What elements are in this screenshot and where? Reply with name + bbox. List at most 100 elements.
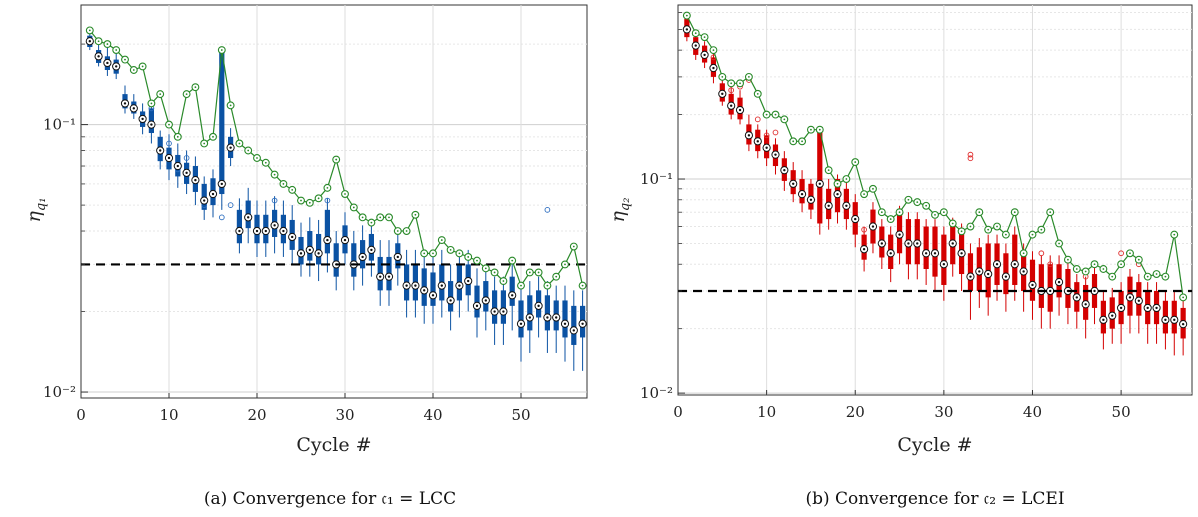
median-dot-a-23: [282, 229, 285, 233]
median-dot-a-41: [440, 284, 443, 287]
max-marker-dot-a-43: [458, 252, 461, 255]
max-marker-dot-b-25: [898, 211, 901, 214]
max-marker-dot-a-4: [115, 49, 118, 51]
max-marker-dot-b-6: [730, 82, 733, 85]
box-a-48: [500, 290, 506, 324]
caption-b: (b) Convergence for 𝔠₂ = LCEI: [805, 489, 1064, 509]
median-dot-b-9: [756, 140, 759, 143]
median-dot-b-56: [1173, 318, 1176, 322]
median-dot-b-3: [703, 53, 706, 57]
median-dot-b-23: [880, 242, 884, 245]
median-dot-b-13: [792, 182, 795, 186]
median-dot-b-45: [1075, 296, 1078, 299]
outlier-b-1: [728, 87, 735, 94]
median-dot-a-33: [370, 248, 373, 252]
max-marker-dot-b-1: [685, 14, 688, 17]
max-marker-dot-b-39: [1022, 252, 1025, 255]
median-dot-a-57: [581, 322, 584, 325]
outlier-b-5: [763, 132, 770, 139]
median-dot-b-34: [978, 270, 981, 273]
median-dot-b-10: [765, 146, 768, 149]
box-a-28: [324, 209, 330, 254]
median-dot-b-37: [1004, 275, 1008, 278]
max-marker-dot-a-21: [264, 161, 267, 164]
max-marker-dot-b-51: [1129, 252, 1131, 255]
outlier-a-5: [218, 214, 225, 221]
median-dot-b-48: [1102, 318, 1105, 322]
max-marker-dot-a-6: [132, 69, 135, 71]
max-marker-dot-a-12: [185, 93, 188, 96]
median-dot-b-7: [738, 108, 742, 112]
median-dot-a-27: [317, 252, 320, 255]
max-marker-dot-b-35: [987, 228, 990, 231]
median-dot-b-28: [924, 252, 928, 255]
median-dot-a-56: [572, 329, 575, 332]
median-dot-b-29: [933, 252, 937, 255]
max-marker-dot-a-25: [300, 199, 302, 202]
max-marker-dot-a-29: [335, 158, 338, 161]
panel-b: 0 10 20 30 40 50 10⁻² 10⁻¹ Cycle # ηq₂ (b) Con…: [607, 4, 1193, 509]
box-a-27: [316, 233, 322, 265]
median-dot-b-46: [1084, 303, 1087, 306]
median-dot-b-2: [694, 44, 697, 47]
max-marker-dot-a-24: [291, 188, 294, 191]
median-dot-a-40: [431, 294, 435, 297]
median-dot-a-26: [308, 248, 311, 252]
x-tick-label-b-0: 0: [673, 403, 683, 421]
median-dot-b-5: [721, 92, 724, 96]
max-marker-dot-b-29: [934, 213, 936, 216]
y-tick-label-b-0: 10⁻²: [640, 384, 673, 402]
max-marker-dot-a-22: [273, 173, 276, 176]
max-marker-dot-a-27: [317, 197, 320, 200]
box-b-16: [817, 129, 823, 224]
x-tick-label-a-4: 40: [423, 406, 442, 424]
median-dot-a-19: [247, 216, 250, 219]
x-ticks-a: 0 10 20 30 40 50: [76, 393, 531, 424]
max-marker-dot-b-11: [774, 113, 777, 116]
max-marker-dot-b-3: [703, 36, 706, 39]
median-dot-b-33: [969, 275, 972, 278]
median-dot-a-52: [537, 304, 540, 308]
median-dot-a-9: [159, 149, 162, 152]
max-marker-dot-a-23: [282, 183, 285, 185]
median-dot-a-17: [229, 146, 232, 149]
max-marker-dot-b-46: [1084, 270, 1087, 273]
max-marker-dot-b-7: [739, 82, 741, 85]
median-dot-b-36: [995, 263, 999, 266]
max-marker-dot-a-3: [106, 43, 109, 45]
box-b-30: [941, 234, 947, 285]
x-axis-label-b: Cycle #: [897, 434, 972, 456]
max-marker-dot-b-23: [880, 211, 883, 214]
y-axis-label-b-sub: q₂: [618, 198, 633, 212]
median-dot-b-21: [862, 248, 866, 251]
median-dot-a-30: [343, 238, 347, 242]
max-marker-dot-a-11: [176, 135, 179, 138]
x-tick-label-a-0: 0: [76, 406, 86, 424]
max-marker-dot-b-42: [1049, 211, 1052, 214]
max-marker-dot-b-50: [1120, 263, 1123, 266]
outlier-b-12: [1047, 261, 1054, 268]
max-marker-dot-a-50: [520, 284, 522, 287]
max-marker-dot-b-48: [1102, 268, 1105, 270]
max-marker-dot-b-16: [818, 128, 821, 131]
y-tick-label-a-0: 10⁻²: [43, 383, 76, 401]
max-marker-dot-a-40: [432, 252, 434, 255]
box-b-38: [1012, 234, 1018, 285]
median-dot-a-43: [458, 284, 461, 287]
max-marker-dot-a-18: [238, 142, 241, 145]
max-marker-dot-a-17: [229, 104, 232, 107]
outlier-a-8: [324, 197, 331, 204]
box-a-40: [430, 272, 436, 306]
max-marker-dot-b-44: [1067, 258, 1069, 261]
y-axis-label-a-sub: q₁: [34, 198, 49, 212]
max-marker-dot-a-7: [141, 65, 144, 68]
outlier-a-3: [183, 155, 190, 161]
max-marker-dot-b-12: [783, 118, 786, 121]
y-ticks-b: 10⁻² 10⁻¹: [640, 12, 685, 402]
max-marker-dot-b-38: [1013, 211, 1016, 214]
x-ticks-b: 0 10 20 30 40 50: [673, 390, 1131, 421]
max-marker-dot-b-41: [1040, 228, 1043, 231]
median-dot-b-57: [1181, 322, 1185, 326]
median-dot-b-32: [960, 252, 963, 255]
median-dot-a-47: [493, 310, 496, 313]
